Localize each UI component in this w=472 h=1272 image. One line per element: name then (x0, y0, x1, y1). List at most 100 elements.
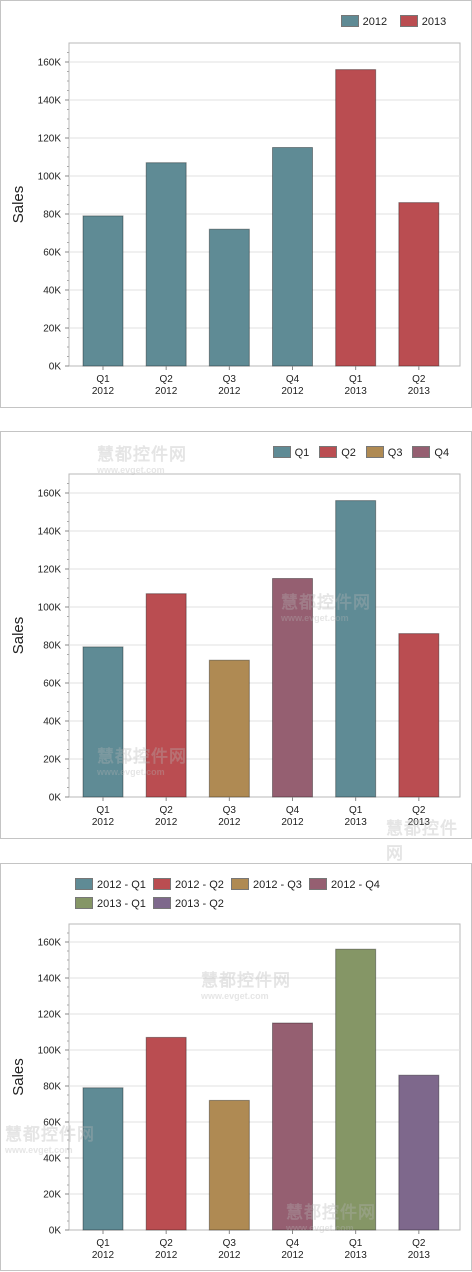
y-tick-label: 0K (49, 1226, 62, 1237)
bar (82, 646, 124, 798)
x-tick-label: 2012 (155, 817, 178, 828)
legend-label: Q4 (434, 447, 450, 459)
x-tick-label: Q1 (96, 1238, 110, 1249)
bar (82, 1087, 124, 1231)
x-tick-label: Q2 (412, 1238, 426, 1249)
x-tick-label: Q1 (349, 374, 363, 385)
y-tick-label: 140K (38, 527, 62, 538)
x-tick-label: Q4 (286, 1238, 300, 1249)
bar (145, 593, 187, 798)
x-tick-label: Q4 (286, 805, 300, 816)
bar-chart: 0K20K40K60K80K100K120K140K160KSalesQ1201… (10, 473, 461, 828)
x-tick-label: Q2 (412, 374, 426, 385)
x-tick-label: 2012 (92, 817, 115, 828)
legend-swatch (272, 446, 291, 458)
y-tick-label: 100K (38, 1046, 62, 1057)
x-tick-label: Q1 (96, 374, 110, 385)
legend-label: 2012 (362, 16, 388, 28)
y-axis-label: Sales (10, 1058, 27, 1096)
x-tick-label: 2013 (408, 386, 431, 397)
y-tick-label: 60K (43, 1118, 61, 1129)
bar (208, 659, 250, 798)
y-tick-label: 160K (38, 489, 62, 500)
legend-label: 2013 - Q2 (175, 898, 224, 910)
x-tick-label: Q3 (223, 805, 237, 816)
legend-swatch (75, 878, 93, 890)
legend-swatch (412, 446, 431, 458)
x-tick-label: Q3 (223, 1238, 237, 1249)
legend-label: 2012 - Q4 (331, 879, 380, 891)
x-tick-label: 2012 (218, 1250, 241, 1261)
bar (398, 202, 440, 367)
x-tick-label: 2012 (218, 817, 241, 828)
legend-swatch (75, 897, 93, 909)
x-tick-label: Q2 (159, 805, 173, 816)
x-tick-label: 2013 (345, 817, 368, 828)
legend-swatch (319, 446, 338, 458)
x-tick-label: Q2 (159, 1238, 173, 1249)
x-tick-label: Q2 (412, 805, 426, 816)
bar (398, 633, 440, 798)
chart-panel-3: 2012 - Q1 2012 - Q2 2012 - Q3 2012 - Q4 2013… (0, 863, 472, 1271)
chart-panel-1: 2012 2013 0K 20K 40K 60K 80K 100K 120K 140K 160K S… (0, 0, 472, 408)
x-tick-label: Q3 (223, 374, 237, 385)
y-tick-label: 80K (43, 1082, 61, 1093)
y-tick-label: 40K (43, 1154, 61, 1165)
bar (208, 1099, 250, 1231)
legend-label: 2013 (421, 16, 447, 28)
x-tick-label: 2012 (281, 386, 304, 397)
plot-area (68, 923, 461, 1231)
bar (272, 1022, 313, 1231)
chart-panel-2: Q1 Q2 Q3 Q4 0K 20K 40K 60K 80K 100K 120K 140K 160K S… (0, 431, 472, 874)
y-tick-label: 0K (49, 793, 62, 804)
y-tick-label: 120K (38, 565, 62, 576)
legend-label: 2013 - Q1 (97, 898, 146, 910)
x-tick-label: Q2 (159, 374, 173, 385)
x-tick-label: 2013 (408, 1250, 431, 1261)
plot-area (68, 473, 461, 798)
legend-swatch (340, 15, 359, 27)
legend-label: 2012 - Q3 (253, 879, 302, 891)
legend-label: 2012 - Q2 (175, 879, 224, 891)
y-tick-label: 20K (43, 1190, 61, 1201)
y-axis-label: Sales (10, 186, 27, 224)
bar-chart: 0K20K40K60K80K100K120K140K160KSalesQ1201… (10, 923, 461, 1261)
x-tick-label: Q1 (96, 805, 110, 816)
legend-swatch (399, 15, 418, 27)
x-tick-label: 2012 (281, 817, 304, 828)
x-tick-label: 2013 (345, 1250, 368, 1261)
y-tick-label: 160K (38, 58, 62, 69)
bar (335, 948, 377, 1231)
y-tick-label: 160K (38, 938, 62, 949)
y-tick-label: 60K (43, 248, 61, 259)
y-axis-label: Sales (10, 617, 27, 655)
legend-swatch (153, 878, 171, 890)
legend-swatch (309, 878, 327, 890)
x-tick-label: 2012 (155, 1250, 178, 1261)
y-tick-label: 60K (43, 679, 61, 690)
bar (398, 1074, 440, 1231)
y-tick-label: 40K (43, 717, 61, 728)
bar (335, 69, 377, 367)
legend-swatch (153, 897, 171, 909)
bar (82, 215, 124, 367)
bar (272, 147, 313, 367)
legend-label: Q1 (294, 447, 310, 459)
y-tick-label: 20K (43, 755, 61, 766)
y-tick-label: 100K (38, 172, 62, 183)
y-tick-label: 120K (38, 1010, 62, 1021)
bar (145, 1036, 187, 1231)
x-tick-label: 2012 (281, 1250, 304, 1261)
bar (335, 500, 377, 798)
y-tick-label: 40K (43, 286, 61, 297)
legend-swatch (365, 446, 384, 458)
legend-label: Q3 (387, 447, 403, 459)
bar (145, 162, 187, 367)
legend-label: 2012 - Q1 (97, 879, 146, 891)
legend-label: Q2 (341, 447, 356, 459)
